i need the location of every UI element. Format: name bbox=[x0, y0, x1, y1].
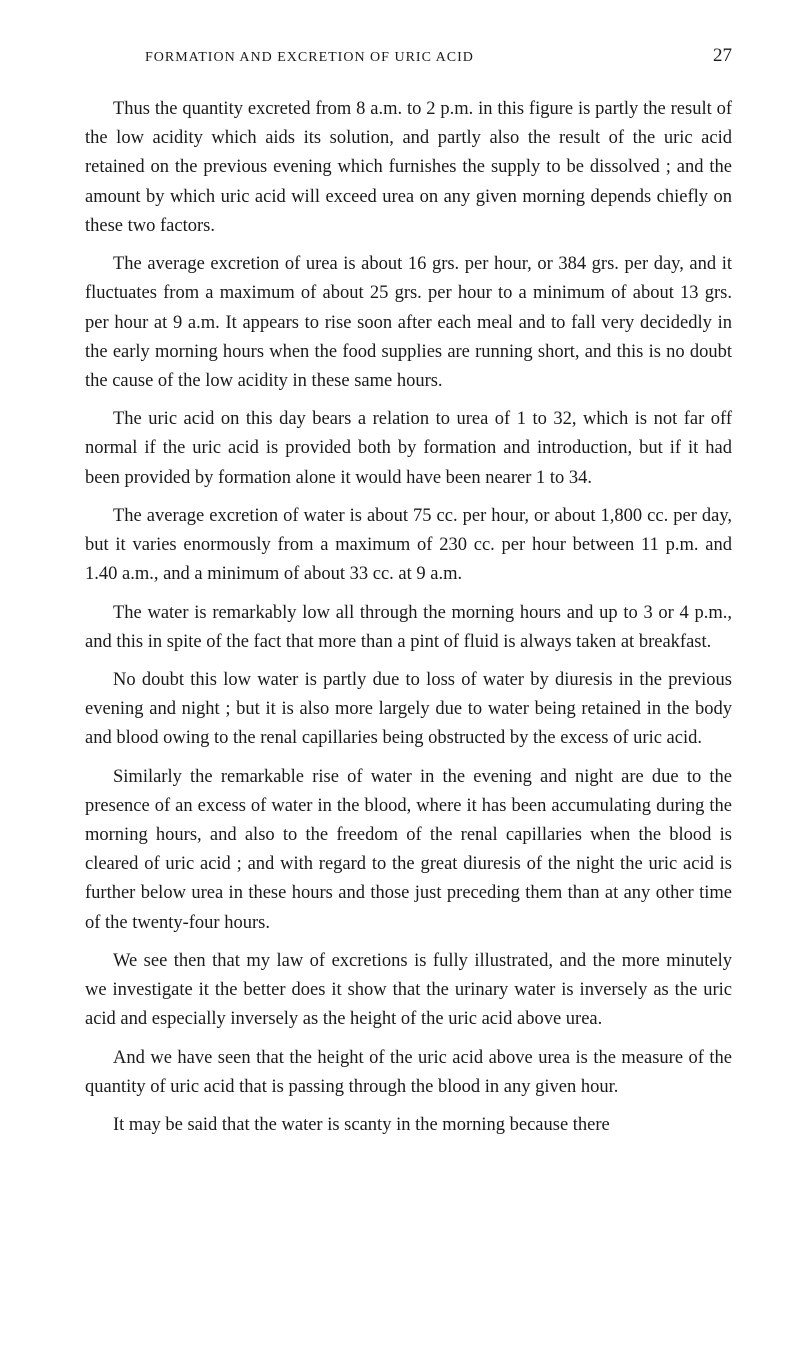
page-number: 27 bbox=[713, 45, 732, 67]
paragraph-7: Similarly the remarkable rise of water i… bbox=[85, 763, 732, 938]
page-header: FORMATION AND EXCRETION OF URIC ACID 27 bbox=[85, 45, 732, 67]
paragraph-1: Thus the quantity excreted from 8 a.m. t… bbox=[85, 95, 732, 241]
paragraph-8: We see then that my law of excretions is… bbox=[85, 947, 732, 1035]
paragraph-10: It may be said that the water is scanty … bbox=[85, 1111, 732, 1140]
paragraph-6: No doubt this low water is partly due to… bbox=[85, 666, 732, 754]
paragraph-9: And we have seen that the height of the … bbox=[85, 1044, 732, 1102]
paragraph-2: The average excretion of urea is about 1… bbox=[85, 250, 732, 396]
running-title: FORMATION AND EXCRETION OF URIC ACID bbox=[145, 50, 474, 66]
paragraph-4: The average excretion of water is about … bbox=[85, 502, 732, 590]
paragraph-3: The uric acid on this day bears a relati… bbox=[85, 405, 732, 493]
paragraph-5: The water is remarkably low all through … bbox=[85, 599, 732, 657]
